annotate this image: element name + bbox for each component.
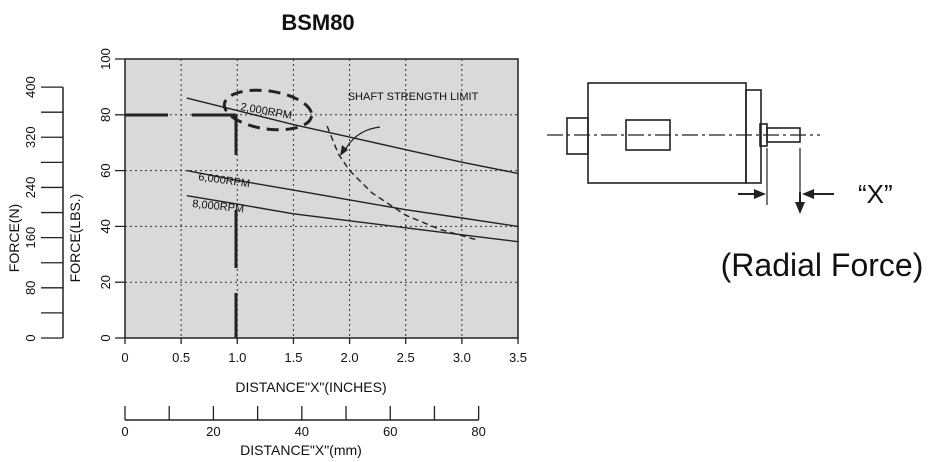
y-tick-label: 0 xyxy=(98,334,113,341)
x-tick-label: 2.0 xyxy=(341,350,359,365)
x-axis: 0 0.5 1.0 1.5 2.0 2.5 3.0 3.5 xyxy=(121,338,527,365)
x-tick-label: 3.5 xyxy=(509,350,527,365)
secondary-x-tick-label: 60 xyxy=(383,424,397,439)
y-axis-label: FORCE(LBS.) xyxy=(67,194,83,283)
y-tick-label: 40 xyxy=(98,219,113,233)
secondary-y-tick-label: 400 xyxy=(23,76,38,98)
y-tick-label: 100 xyxy=(98,48,113,70)
x-axis-label: DISTANCE"X"(INCHES) xyxy=(235,379,386,395)
series-line-shaft-strength-limit xyxy=(326,125,479,242)
x-tick-label: 3.0 xyxy=(453,350,471,365)
distance-x-label: “X” xyxy=(858,179,893,209)
secondary-y-tick-label: 160 xyxy=(23,227,38,249)
secondary-x-tick-label: 0 xyxy=(121,424,128,439)
secondary-x-axis: 0 20 40 60 80 xyxy=(121,406,486,439)
y-tick-label: 60 xyxy=(98,163,113,177)
secondary-x-tick-label: 40 xyxy=(295,424,309,439)
highlight-ellipse xyxy=(222,88,314,132)
annotation-arrowhead xyxy=(340,145,348,156)
secondary-y-tick-label: 80 xyxy=(23,281,38,295)
motor-body xyxy=(587,82,747,184)
series-label-8000rpm: 8,000RPM xyxy=(192,198,245,215)
radial-force-arrow xyxy=(795,202,805,214)
y-tick-label: 20 xyxy=(98,275,113,289)
motor-flange xyxy=(745,89,762,184)
x-tick-label: 2.5 xyxy=(397,350,415,365)
x-tick-label: 1.0 xyxy=(228,350,246,365)
x-tick-label: 1.5 xyxy=(284,350,302,365)
secondary-y-tick-label: 0 xyxy=(23,334,38,341)
distance-arrows xyxy=(738,189,834,214)
motor-rear-cap xyxy=(566,117,589,155)
series-line-2-000rpm xyxy=(186,97,519,175)
secondary-x-axis-label: DISTANCE"X"(mm) xyxy=(240,442,362,458)
plot-area xyxy=(124,58,519,339)
x-tick-label: 0.5 xyxy=(172,350,190,365)
series-layer xyxy=(186,97,519,243)
series-line-6-000rpm xyxy=(186,169,519,228)
secondary-x-tick-label: 80 xyxy=(471,424,485,439)
chart-title: BSM80 xyxy=(281,10,354,35)
secondary-y-axis: 0 80 160 240 320 400 xyxy=(23,76,64,342)
grid-lines xyxy=(125,59,518,338)
shaft-strength-limit-label: SHAFT STRENGTH LIMIT xyxy=(348,91,479,103)
y-axis: 0 20 40 60 80 100 xyxy=(98,48,125,342)
x-tick-label: 0 xyxy=(121,350,128,365)
motor-diagram xyxy=(547,82,820,205)
secondary-y-tick-label: 320 xyxy=(23,126,38,148)
reference-crosshair xyxy=(125,113,238,338)
series-line-8-000rpm xyxy=(186,195,519,243)
y-tick-label: 80 xyxy=(98,108,113,122)
secondary-y-tick-label: 240 xyxy=(23,177,38,199)
radial-force-caption: (Radial Force) xyxy=(721,247,924,283)
secondary-x-tick-label: 20 xyxy=(206,424,220,439)
secondary-y-axis-label: FORCE(N) xyxy=(6,204,22,272)
